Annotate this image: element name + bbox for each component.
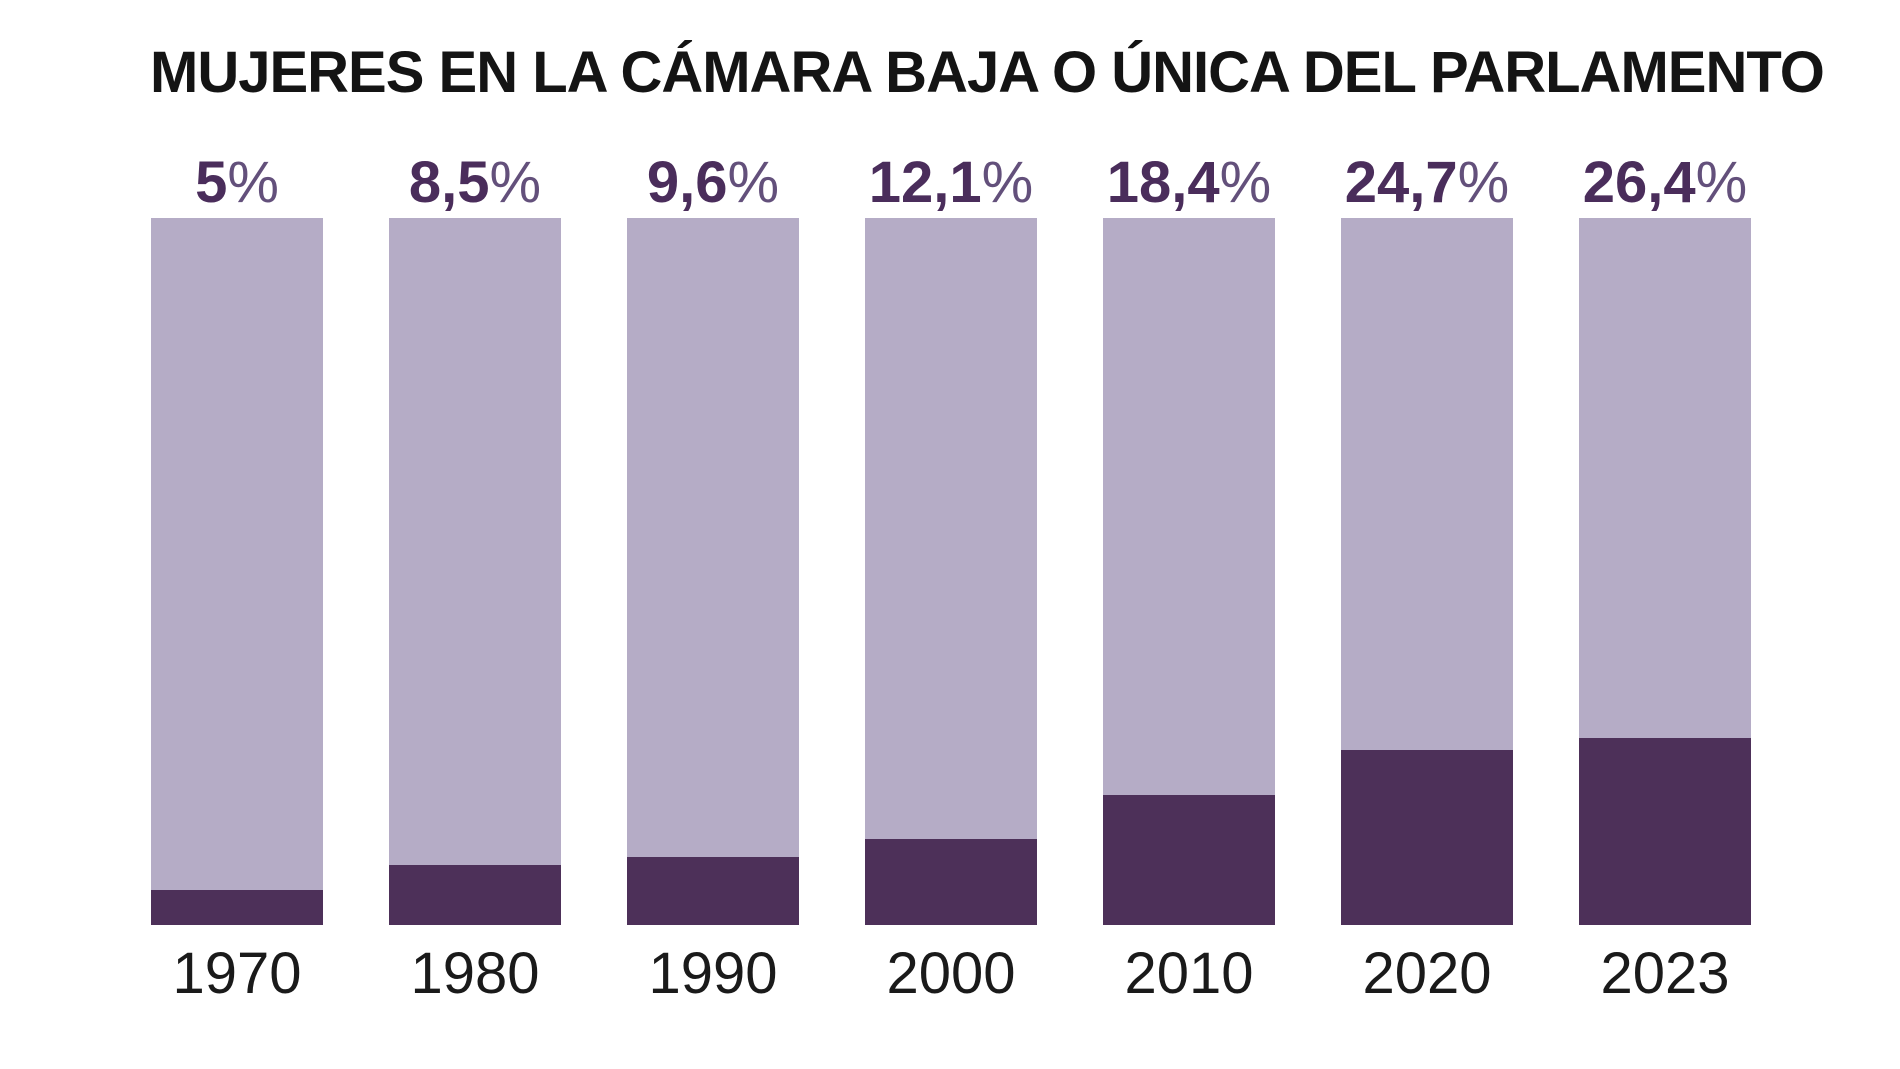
bar-year-label: 1990 <box>648 941 778 1006</box>
bar-track <box>151 218 323 925</box>
bar-value-label: 26,4% <box>1579 0 1751 218</box>
bar-track <box>1579 218 1751 925</box>
bar-fill <box>865 839 1037 925</box>
bar-value-number: 9,6 <box>646 150 728 215</box>
bar-value-number: 18,4 <box>1106 150 1220 215</box>
percent-sign: % <box>1219 150 1272 215</box>
bar-column: 18,4% 2010 <box>1103 0 1275 1003</box>
bar-fill <box>1341 750 1513 925</box>
chart-title: MUJERES EN LA CÁMARA BAJA O ÚNICA DEL PA… <box>150 40 1825 105</box>
bar-value-label: 12,1% <box>865 0 1037 218</box>
percent-sign: % <box>1695 150 1748 215</box>
bar-column: 24,7% 2020 <box>1341 0 1513 1003</box>
bar-value-label: 8,5% <box>389 0 561 218</box>
bar-year-label: 1980 <box>410 941 540 1006</box>
bar-value-label: 9,6% <box>627 0 799 218</box>
bar-column: 9,6% 1990 <box>627 0 799 1003</box>
bar-year-label: 2000 <box>886 941 1016 1006</box>
bar-year-label: 2023 <box>1600 941 1730 1006</box>
bar-fill <box>1579 738 1751 925</box>
bar-fill <box>389 865 561 925</box>
bar-value-label: 5% <box>151 0 323 218</box>
bar-value-number: 12,1 <box>868 150 982 215</box>
percent-sign: % <box>1457 150 1510 215</box>
bar-fill <box>1103 795 1275 925</box>
percent-sign: % <box>981 150 1034 215</box>
bar-column: 26,4% 2023 <box>1579 0 1751 1003</box>
bar-value-label: 24,7% <box>1341 0 1513 218</box>
bar-value-number: 24,7 <box>1344 150 1458 215</box>
bar-track <box>865 218 1037 925</box>
percent-sign: % <box>727 150 780 215</box>
bar-year-label: 2010 <box>1124 941 1254 1006</box>
bar-column: 5% 1970 <box>151 0 323 1003</box>
percent-sign: % <box>489 150 542 215</box>
bar-track <box>389 218 561 925</box>
bar-fill <box>151 890 323 925</box>
bar-column: 8,5% 1980 <box>389 0 561 1003</box>
bar-year-label: 2020 <box>1362 941 1492 1006</box>
bar-column: 12,1% 2000 <box>865 0 1037 1003</box>
bar-fill <box>627 857 799 925</box>
bar-value-number: 8,5 <box>408 150 490 215</box>
percent-sign: % <box>227 150 279 215</box>
bar-track <box>1341 218 1513 925</box>
bar-value-number: 26,4 <box>1582 150 1696 215</box>
bar-track <box>627 218 799 925</box>
bar-year-label: 1970 <box>172 941 302 1006</box>
bar-value-number: 5 <box>195 150 228 215</box>
bar-track <box>1103 218 1275 925</box>
bar-value-label: 18,4% <box>1103 0 1275 218</box>
